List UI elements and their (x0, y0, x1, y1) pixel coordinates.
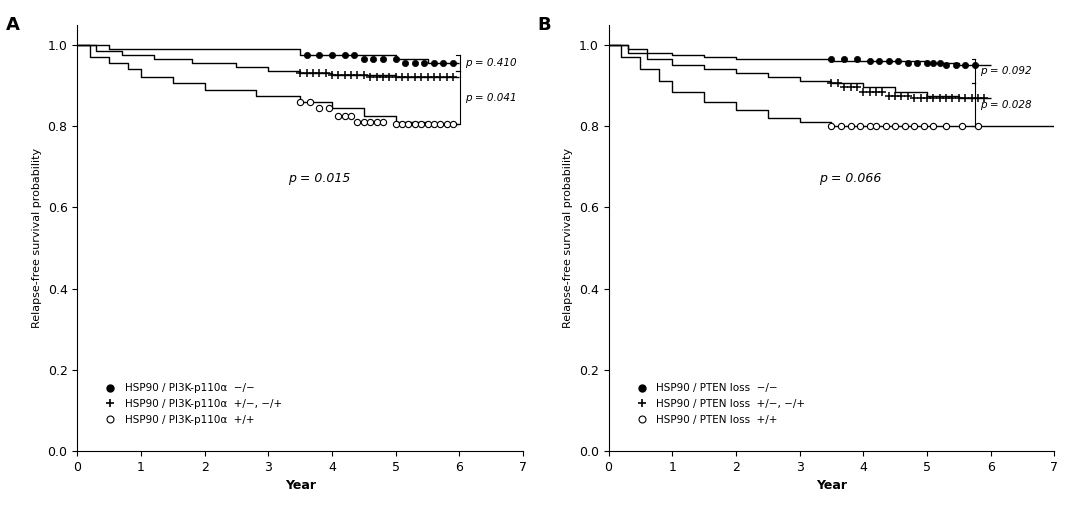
Text: p = 0.015: p = 0.015 (288, 173, 350, 185)
Legend: HSP90 / PTEN loss  −/−, HSP90 / PTEN loss  +/−, −/+, HSP90 / PTEN loss  +/+: HSP90 / PTEN loss −/−, HSP90 / PTEN loss… (627, 379, 809, 429)
Legend: HSP90 / PI3K-p110α  −/−, HSP90 / PI3K-p110α  +/−, −/+, HSP90 / PI3K-p110α  +/+: HSP90 / PI3K-p110α −/−, HSP90 / PI3K-p11… (96, 379, 286, 429)
X-axis label: Year: Year (816, 479, 847, 492)
Text: A: A (6, 16, 19, 34)
Text: B: B (538, 16, 550, 34)
Text: p = 0.041: p = 0.041 (465, 93, 517, 103)
Text: p = 0.410: p = 0.410 (465, 58, 517, 68)
X-axis label: Year: Year (285, 479, 316, 492)
Y-axis label: Relapse-free survival probability: Relapse-free survival probability (563, 148, 573, 328)
Text: p = 0.092: p = 0.092 (980, 66, 1032, 76)
Y-axis label: Relapse-free survival probability: Relapse-free survival probability (32, 148, 42, 328)
Text: p = 0.066: p = 0.066 (819, 173, 881, 185)
Text: p = 0.028: p = 0.028 (980, 100, 1032, 110)
